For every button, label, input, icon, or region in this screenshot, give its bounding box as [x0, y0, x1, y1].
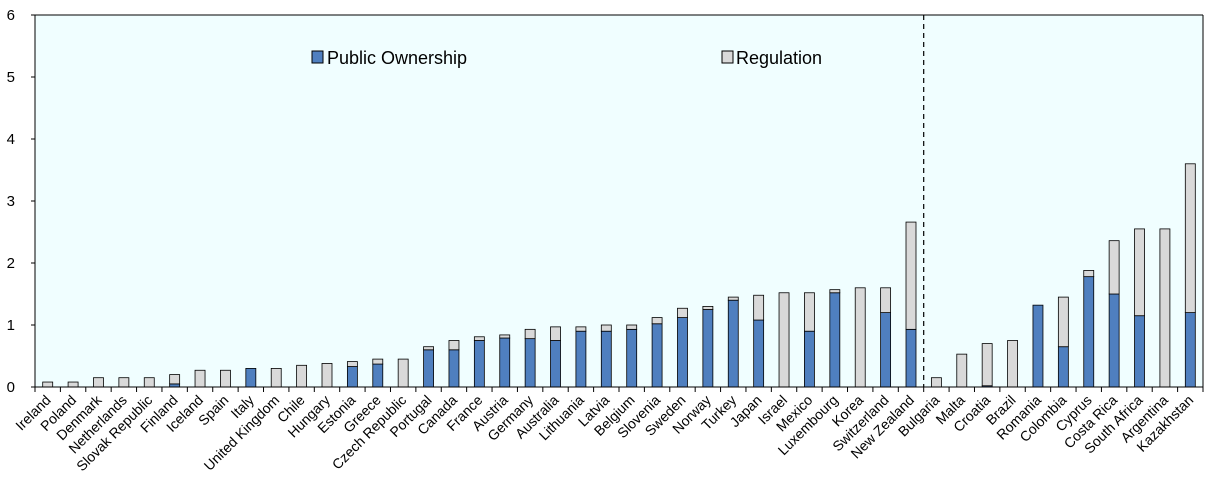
bar-public-ownership-latvia — [600, 330, 612, 388]
bar-public-ownership-greece — [372, 363, 384, 388]
bar-regulation-latvia — [600, 324, 612, 332]
bar-public-ownership-japan — [753, 319, 765, 388]
bar-public-ownership-lithuania — [575, 330, 587, 388]
bar-public-ownership-sweden — [677, 317, 688, 388]
legend-swatch-public-ownership — [311, 50, 324, 64]
bar-regulation-korea — [854, 287, 866, 388]
bar-regulation-germany — [524, 328, 536, 340]
bar-regulation-austria — [499, 334, 511, 339]
bar-regulation-kazakhstan — [1184, 163, 1196, 314]
bar-public-ownership-belgium — [626, 328, 638, 388]
bar-public-ownership-luxembourg — [829, 292, 841, 388]
bar-public-ownership-italy — [245, 367, 257, 388]
bar-regulation-chile — [296, 364, 308, 388]
bar-public-ownership-france — [473, 340, 485, 388]
bar-regulation-costa-rica — [1108, 240, 1120, 295]
bar-public-ownership-australia — [550, 340, 561, 388]
bar-regulation-israel — [778, 292, 790, 388]
bar-public-ownership-kazakhstan — [1184, 312, 1196, 388]
bar-public-ownership-switzerland — [880, 312, 892, 388]
bar-public-ownership-estonia — [346, 366, 358, 388]
bar-public-ownership-austria — [499, 337, 511, 388]
plot-background — [35, 15, 1203, 387]
bar-public-ownership-romania — [1032, 304, 1044, 388]
bar-regulation-denmark — [93, 377, 104, 388]
bar-public-ownership-cyprus — [1083, 276, 1095, 388]
bar-public-ownership-slovenia — [651, 323, 663, 388]
bar-regulation-argentina — [1159, 228, 1171, 388]
y-tick-label: 6 — [7, 7, 15, 24]
bar-regulation-sweden — [677, 307, 688, 318]
bar-regulation-malta — [956, 353, 968, 388]
bar-public-ownership-canada — [448, 349, 460, 388]
bar-regulation-south-africa — [1134, 228, 1145, 317]
bar-regulation-portugal — [423, 346, 434, 351]
bar-regulation-greece — [372, 358, 384, 365]
bar-public-ownership-new-zealand — [905, 328, 917, 388]
y-tick-label: 0 — [7, 379, 15, 396]
bar-regulation-norway — [702, 305, 714, 310]
bar-public-ownership-turkey — [727, 299, 739, 388]
bar-public-ownership-portugal — [423, 349, 434, 388]
bar-regulation-czech-republic — [397, 358, 409, 388]
bar-regulation-lithuania — [575, 326, 587, 332]
y-axis: 0 1 2 3 4 5 6 — [7, 7, 1204, 396]
y-tick-label: 1 — [7, 317, 15, 334]
bar-regulation-estonia — [346, 361, 358, 367]
bar-regulation-japan — [753, 294, 765, 321]
bar-regulation-cyprus — [1083, 270, 1095, 278]
y-tick-label: 4 — [7, 131, 15, 148]
bar-regulation-netherlands — [118, 377, 130, 388]
bar-regulation-spain — [220, 369, 231, 388]
legend-swatch-regulation — [721, 50, 734, 64]
bar-regulation-turkey — [727, 296, 739, 301]
bar-regulation-finland — [169, 374, 181, 385]
bar-public-ownership-costa-rica — [1108, 293, 1120, 388]
legend-label-regulation: Regulation — [736, 48, 822, 68]
legend: Public Ownership Regulation — [311, 48, 822, 68]
bar-regulation-colombia — [1057, 296, 1069, 348]
bar-regulation-ireland — [42, 381, 54, 388]
bar-public-ownership-norway — [702, 309, 714, 388]
y-tick-label: 3 — [7, 193, 15, 210]
bars-group — [42, 15, 1196, 388]
x-tick-label-spain: Spain — [195, 392, 232, 429]
bar-public-ownership-colombia — [1057, 346, 1069, 388]
bar-regulation-belgium — [626, 324, 638, 330]
legend-label-public-ownership: Public Ownership — [327, 48, 467, 68]
bar-public-ownership-mexico — [804, 330, 815, 388]
bar-regulation-bulgaria — [930, 377, 942, 388]
bar-regulation-canada — [448, 340, 460, 351]
y-tick-label: 5 — [7, 69, 15, 86]
bar-regulation-brazil — [1007, 340, 1018, 388]
bar-regulation-mexico — [804, 292, 815, 332]
bar-public-ownership-south-africa — [1134, 315, 1145, 388]
bar-regulation-poland — [67, 381, 79, 388]
bar-public-ownership-germany — [524, 338, 536, 388]
bar-regulation-slovenia — [651, 317, 663, 325]
bar-regulation-hungary — [321, 363, 333, 388]
bar-regulation-france — [473, 336, 485, 341]
y-tick-label: 2 — [7, 255, 15, 272]
bar-regulation-iceland — [194, 369, 206, 388]
bar-regulation-united-kingdom — [270, 367, 282, 388]
bar-regulation-switzerland — [880, 287, 892, 313]
bar-regulation-australia — [550, 326, 561, 341]
bar-regulation-slovak-republic — [143, 377, 155, 388]
bar-regulation-new-zealand — [905, 221, 917, 330]
bar-regulation-croatia — [981, 343, 993, 387]
bar-regulation-luxembourg — [829, 289, 841, 294]
